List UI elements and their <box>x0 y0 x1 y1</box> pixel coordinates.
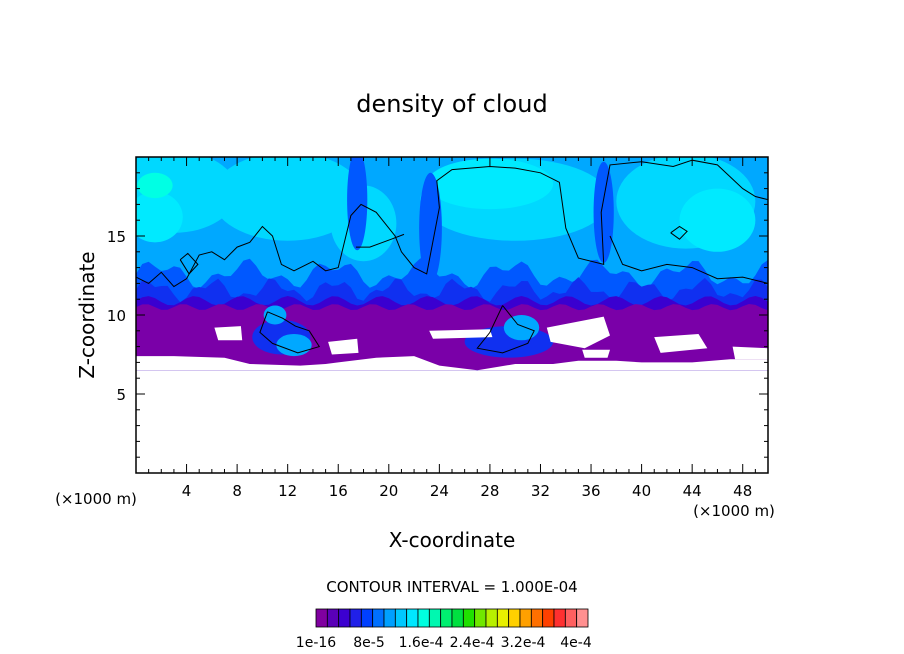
light-cyan-region <box>136 191 183 243</box>
colorbar-swatch <box>372 608 385 628</box>
cyan-region <box>211 157 364 241</box>
colorbar-label: 2.4e-4 <box>450 635 495 651</box>
contour-line <box>136 159 768 288</box>
contour-line <box>355 233 405 248</box>
plume <box>347 157 368 251</box>
colorbar-swatch <box>542 608 555 628</box>
clear-gap <box>732 346 768 360</box>
colorbar-swatch <box>315 608 328 628</box>
x-tick-label: 40 <box>632 482 651 500</box>
x-tick-label: 16 <box>329 482 348 500</box>
x-tick-label: 8 <box>232 482 242 500</box>
colorbar-label: 4e-4 <box>560 635 592 651</box>
colorbar-swatch <box>406 608 419 628</box>
colorbar-swatch <box>360 608 374 628</box>
colorbar-swatch <box>553 608 566 628</box>
contour-interval-label: CONTOUR INTERVAL = 1.000E-04 <box>326 578 577 596</box>
colorbar-label: 8e-5 <box>353 635 384 651</box>
colorbar-label: 3.2e-4 <box>501 635 546 651</box>
contour-line <box>609 235 768 284</box>
x-tick-label: 28 <box>480 482 499 500</box>
x-tick-label: 12 <box>278 482 297 500</box>
x-tick-label: 36 <box>581 482 600 500</box>
density-field <box>136 157 768 371</box>
colorbar-label: 1.6e-4 <box>399 635 444 651</box>
y-tick-label: 15 <box>107 228 126 246</box>
colorbar-swatch <box>530 608 544 628</box>
x-tick-label: 20 <box>379 482 398 500</box>
colorbar-swatch <box>326 608 340 628</box>
clear-gap <box>546 316 610 349</box>
x-axis: 4 8 12 16 20 24 28 32 36 40 44 48 <box>148 157 756 500</box>
x-tick-label: 48 <box>733 482 752 500</box>
colorbar-swatch <box>485 608 498 628</box>
plume <box>593 161 614 263</box>
light-cyan-region <box>426 158 554 210</box>
colorbar-swatch <box>440 608 453 628</box>
y-tick-label: 10 <box>107 307 126 325</box>
light-cyan-region <box>679 188 756 252</box>
clear-air-bottom <box>136 356 768 371</box>
contour-line <box>476 305 535 354</box>
colorbar-swatch <box>428 608 442 628</box>
clear-gap <box>328 338 359 355</box>
colorbar-swatch <box>394 608 408 628</box>
chart-title: density of cloud <box>356 90 547 118</box>
colorbar-swatch <box>349 608 362 628</box>
contour-line <box>179 252 199 275</box>
colorbar-swatch <box>338 608 351 628</box>
x-axis-label: X-coordinate <box>389 528 516 552</box>
contour-line <box>670 225 688 240</box>
low-level-patch <box>503 315 540 341</box>
x-unit-label-left: (×1000 m) <box>55 490 137 508</box>
x-tick-label: 4 <box>182 482 192 500</box>
clear-gap <box>429 329 493 339</box>
colorbar-swatch <box>383 608 396 628</box>
y-tick-label: 5 <box>116 386 126 404</box>
colorbar-swatch <box>474 608 487 628</box>
colorbar-swatch <box>564 608 578 628</box>
colorbar-swatch <box>519 608 532 628</box>
colorbar-swatch <box>576 608 589 628</box>
low-level-patch <box>276 333 312 357</box>
x-tick-label: 44 <box>683 482 702 500</box>
colorbar-labels: 1e-16 8e-5 1.6e-4 2.4e-4 3.2e-4 4e-4 <box>296 635 592 651</box>
contour-line <box>259 311 321 354</box>
clear-gap <box>654 334 708 353</box>
colorbar-swatch <box>451 608 464 628</box>
x-tick-label: 24 <box>430 482 449 500</box>
colorbar-swatch <box>462 608 476 628</box>
x-tick-label: 32 <box>531 482 550 500</box>
x-unit-label-right: (×1000 m) <box>693 502 775 520</box>
y-axis-label: Z-coordinate <box>75 251 99 378</box>
clear-gap <box>582 349 610 358</box>
colorbar-swatch <box>496 608 510 628</box>
colorbar-swatch <box>508 608 521 628</box>
clear-gap <box>214 326 243 341</box>
aqua-region <box>137 172 173 199</box>
colorbar-label: 1e-16 <box>296 635 336 651</box>
plume <box>419 172 442 284</box>
y-axis: 5 10 15 <box>107 172 768 458</box>
colorbar-swatch <box>417 608 430 628</box>
colorbar <box>315 608 589 628</box>
